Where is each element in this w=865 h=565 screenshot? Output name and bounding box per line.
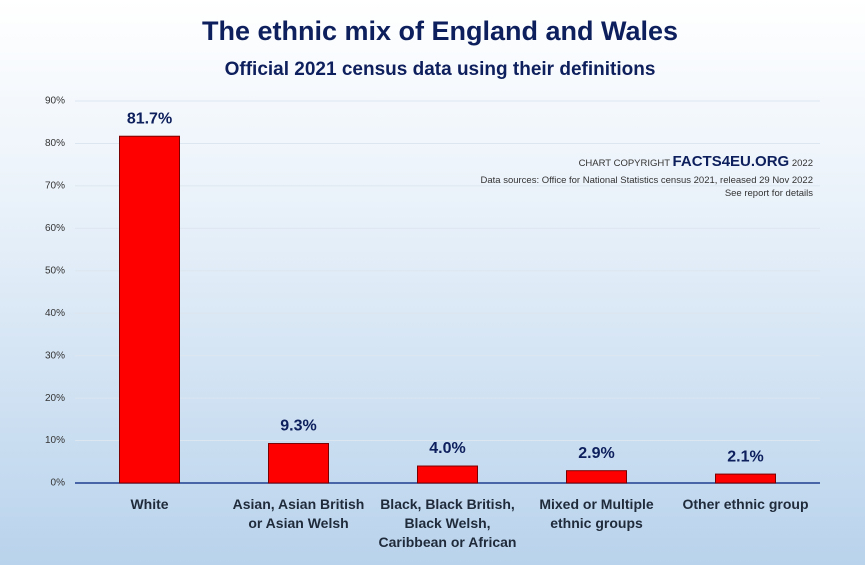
data-label: 2.9% bbox=[578, 445, 614, 462]
bar bbox=[566, 470, 627, 484]
data-label: 2.1% bbox=[727, 448, 763, 465]
y-tick-label: 10% bbox=[45, 435, 65, 446]
y-tick-label: 20% bbox=[45, 393, 65, 404]
chart-title: The ethnic mix of England and Wales bbox=[202, 16, 678, 46]
bar bbox=[119, 135, 180, 484]
y-tick-label: 40% bbox=[45, 308, 65, 319]
source-note: Data sources: Office for National Statis… bbox=[480, 175, 813, 186]
copyright-year: 2022 bbox=[791, 158, 813, 169]
copyright-brand: FACTS4EU.ORG bbox=[672, 153, 790, 170]
y-tick-label: 70% bbox=[45, 181, 65, 192]
y-tick-label: 90% bbox=[45, 96, 65, 107]
copyright: CHART COPYRIGHT FACTS4EU.ORG 2022 bbox=[579, 153, 813, 170]
chart-subtitle: Official 2021 census data using their de… bbox=[225, 59, 656, 80]
bar bbox=[417, 465, 478, 484]
x-tick-label: Other ethnic group bbox=[682, 496, 809, 512]
y-tick-label: 50% bbox=[45, 265, 65, 276]
details-note: See report for details bbox=[724, 188, 813, 199]
y-tick-label: 80% bbox=[45, 138, 65, 149]
x-tick-label: Asian, Asian British or Asian Welsh bbox=[232, 496, 365, 531]
data-label: 4.0% bbox=[429, 440, 465, 457]
x-tick-label: White bbox=[130, 496, 169, 512]
data-label: 81.7% bbox=[127, 110, 172, 127]
y-tick-label: 30% bbox=[45, 350, 65, 361]
data-label: 9.3% bbox=[280, 418, 316, 435]
y-tick-label: 0% bbox=[51, 478, 66, 489]
copyright-prefix: CHART COPYRIGHT bbox=[578, 158, 670, 169]
bar bbox=[268, 443, 329, 484]
x-tick-label: Black, Black British, Black Welsh, Carib… bbox=[378, 496, 517, 550]
x-tick-label: Mixed or Multiple ethnic groups bbox=[539, 496, 654, 531]
bar bbox=[715, 473, 776, 484]
y-tick-label: 60% bbox=[45, 223, 65, 234]
